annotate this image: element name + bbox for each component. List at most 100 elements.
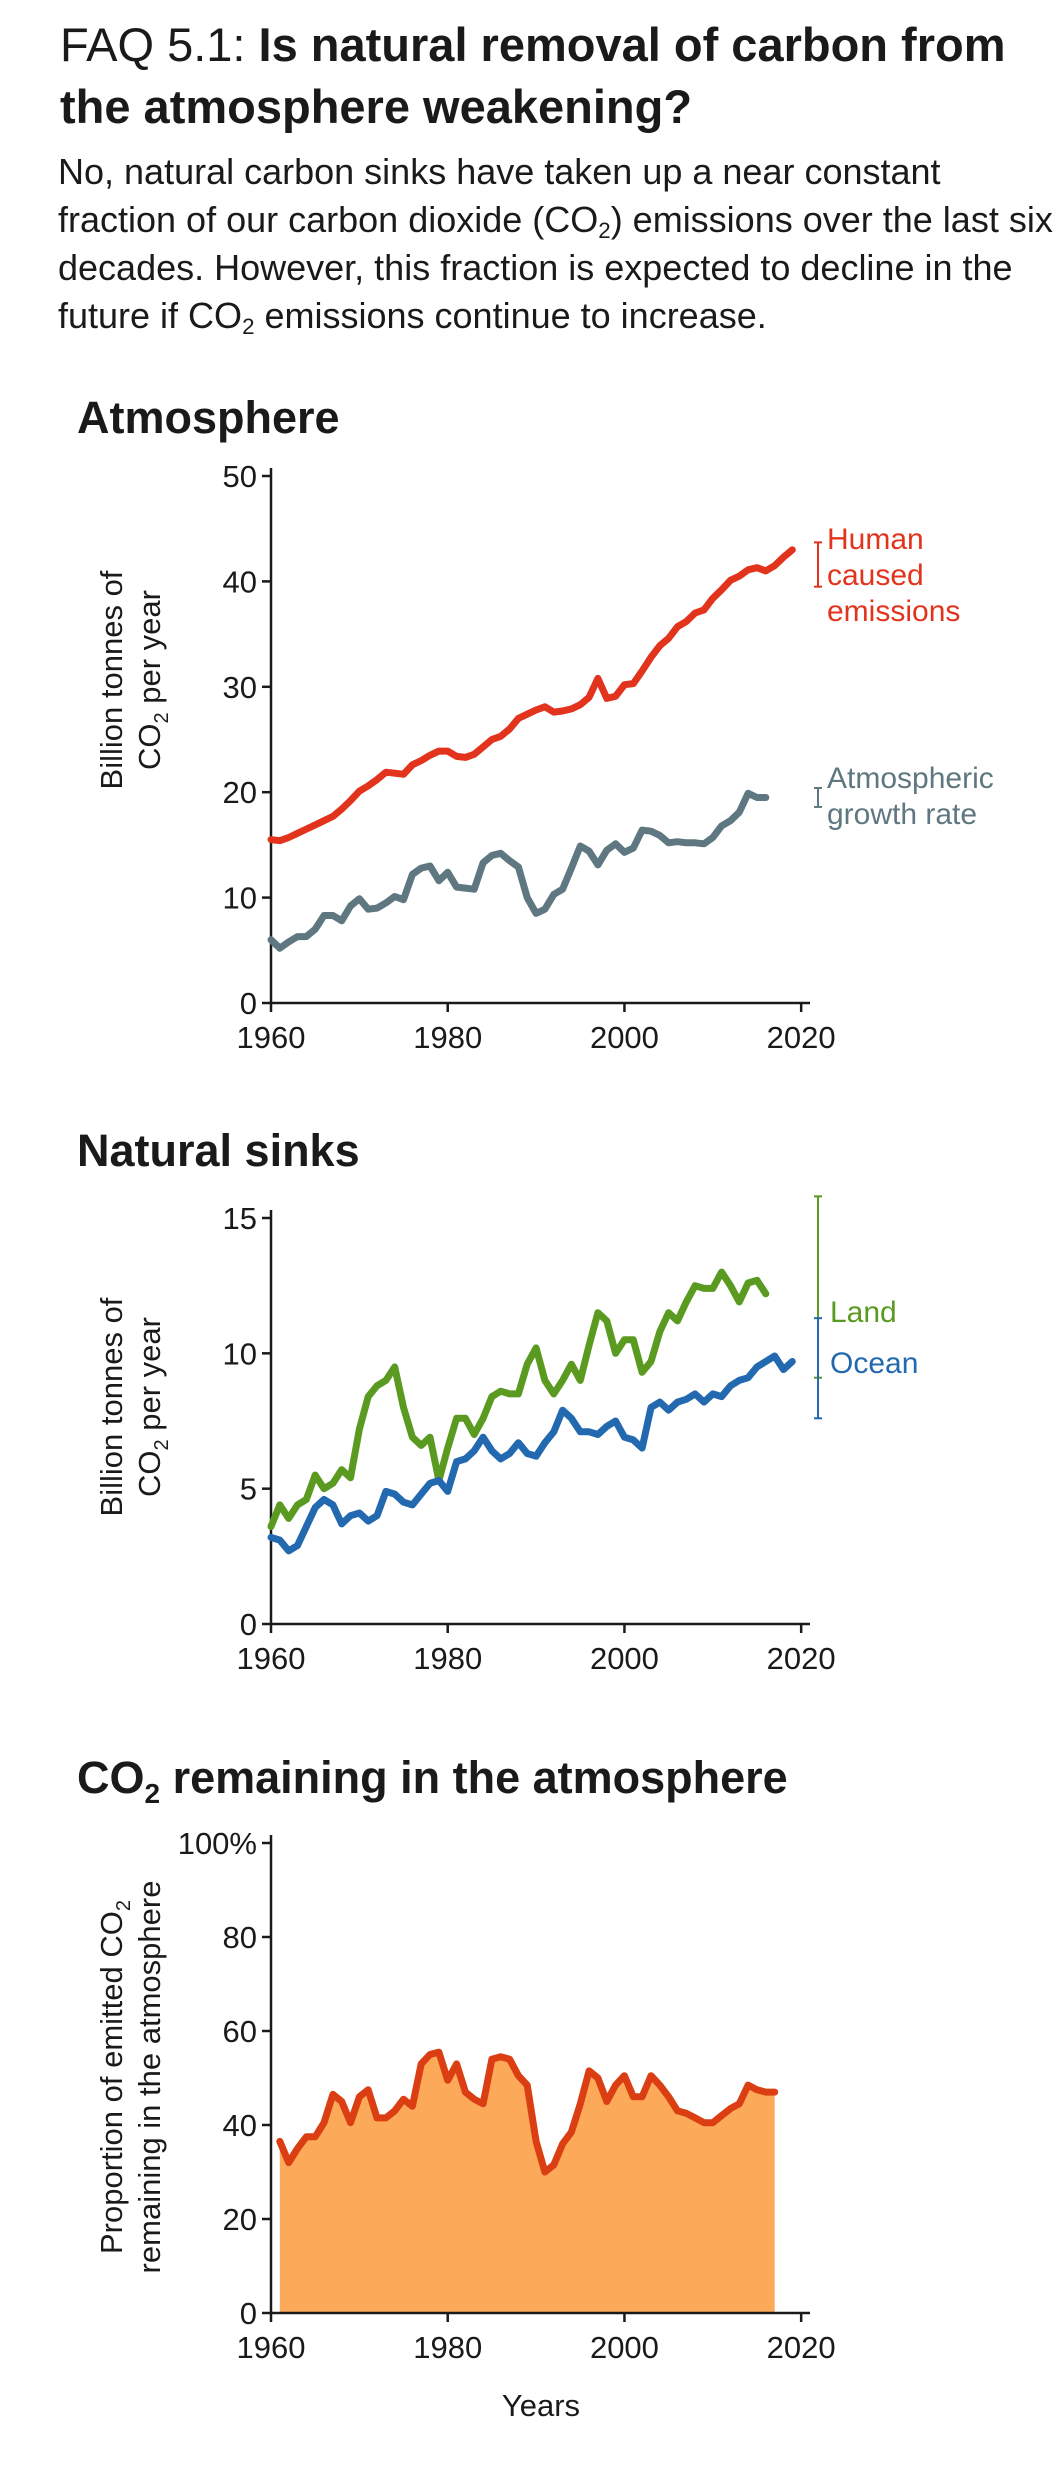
natural-sinks-land-point — [765, 1293, 767, 1295]
natural-sinks-land-point — [667, 1311, 670, 1314]
natural-sinks-y-axis-label-co: CO — [132, 1450, 167, 1497]
co2-remaining-remaining-point — [429, 2053, 431, 2056]
atmosphere-atmospheric-point — [667, 842, 670, 844]
atmosphere-atmospheric-point — [588, 850, 590, 852]
atmosphere-atmospheric-point — [287, 941, 290, 943]
atmosphere-x-tick-label: 2020 — [767, 1020, 836, 1055]
natural-sinks-land-point — [482, 1417, 484, 1420]
atmosphere-atmospheric-point — [544, 908, 546, 910]
atmosphere-series — [267, 541, 822, 952]
atmosphere-atmospheric-point — [765, 796, 767, 799]
atmosphere-human-point — [535, 709, 537, 711]
natural-sinks-ocean-point — [588, 1431, 590, 1433]
atmosphere-human-point — [332, 815, 334, 818]
intro-subscript-2: 2 — [242, 314, 255, 340]
co2-remaining-y-tick-label: 80 — [223, 1920, 257, 1955]
natural-sinks-ocean-point — [729, 1385, 732, 1387]
co2-remaining-remaining-point — [570, 2131, 573, 2133]
atmosphere-human-point — [296, 832, 299, 835]
natural-sinks-ocean-point — [464, 1458, 467, 1460]
natural-sinks-ocean-point — [606, 1425, 608, 1428]
atmosphere-atmospheric-point — [340, 920, 343, 922]
atmosphere-human-point — [349, 799, 352, 802]
natural-sinks-land-point — [650, 1360, 652, 1363]
atmosphere-atmospheric-point — [482, 862, 484, 864]
atmosphere-human-point — [756, 566, 758, 569]
co2-remaining-remaining-point — [305, 2136, 308, 2138]
atmosphere-y-tick-label: 30 — [223, 670, 257, 705]
co2-remaining-remaining-point — [614, 2084, 617, 2086]
atmosphere-y-tick-label: 50 — [223, 459, 257, 494]
natural-sinks-y-tick-label: 0 — [240, 1607, 257, 1642]
natural-sinks-ocean-point — [650, 1406, 652, 1409]
co2-remaining-remaining-point — [340, 2100, 343, 2103]
natural-sinks-land-point — [729, 1284, 732, 1287]
co2-remaining-remaining-point — [685, 2112, 688, 2115]
natural-sinks-y-axis-label-sub: 2 — [151, 1439, 173, 1450]
co2-remaining-remaining-point — [402, 2098, 405, 2100]
co2-remaining-remaining-point — [738, 2103, 741, 2105]
atmosphere-atmospheric-point — [411, 873, 414, 876]
co2-remaining-remaining-point — [508, 2058, 511, 2060]
natural-sinks-ocean-point — [420, 1493, 423, 1495]
natural-sinks-ocean-point — [323, 1498, 325, 1501]
natural-sinks-ocean-point — [393, 1493, 396, 1495]
natural-sinks-y-tick-label: 5 — [240, 1472, 257, 1507]
atmosphere-atmospheric-point — [659, 834, 661, 837]
natural-sinks-land-point — [579, 1379, 582, 1382]
atmosphere-human-point — [314, 824, 317, 826]
natural-sinks-land-point — [535, 1347, 537, 1349]
natural-sinks-ocean-point — [526, 1452, 528, 1455]
atmosphere-atmospheric-point — [305, 935, 308, 938]
natural-sinks-ocean-point — [508, 1452, 511, 1455]
atmosphere-atmospheric-point — [535, 912, 537, 915]
atmosphere-atmospheric-point — [561, 888, 564, 890]
atmosphere-atmospheric-point — [499, 852, 502, 855]
atmosphere-human-point — [685, 620, 688, 623]
natural-sinks-land-point — [517, 1393, 520, 1395]
co2-remaining-remaining-point — [393, 2110, 396, 2112]
natural-sinks-ocean-point — [703, 1401, 705, 1403]
co2-remaining-remaining-point — [314, 2136, 317, 2138]
atmosphere-human-point — [782, 556, 785, 558]
x-axis-title-years: Years — [502, 2388, 580, 2423]
atmosphere-human-point — [482, 746, 484, 748]
natural-sinks-ocean-point — [473, 1450, 476, 1452]
natural-sinks-land-point — [279, 1504, 281, 1506]
natural-sinks-ocean-point — [570, 1417, 573, 1420]
atmosphere-human-point — [641, 670, 643, 672]
atmosphere-human-point — [526, 713, 528, 715]
atmosphere-human-point — [570, 708, 573, 710]
co2-remaining-remaining-point — [676, 2110, 679, 2112]
atmosphere-atmospheric-point — [332, 914, 334, 917]
co2-remaining-y-axis-label-sub: 2 — [113, 1900, 135, 1911]
natural-sinks-land-point — [420, 1444, 423, 1447]
atmosphere-atmospheric-point — [393, 895, 396, 898]
natural-sinks-ocean-point — [446, 1490, 449, 1493]
faq-intro: No, natural carbon sinks have taken up a… — [58, 148, 1058, 340]
natural-sinks-land-point — [526, 1363, 528, 1365]
natural-sinks-x-tick-label: 2020 — [767, 1641, 836, 1676]
atmosphere-atmospheric-point — [729, 819, 732, 822]
co2-remaining-area-fill — [279, 2052, 775, 2313]
natural-sinks-ocean-point — [676, 1401, 679, 1403]
atmosphere-human-point — [712, 597, 714, 600]
natural-sinks-ocean-point — [499, 1458, 502, 1460]
atmosphere-human-point — [438, 750, 440, 752]
atmosphere-human-point — [614, 695, 617, 698]
co2-remaining-y-axis-label-text: Proportion of emitted CO — [94, 1911, 129, 2254]
natural-sinks-land-point — [703, 1287, 705, 1290]
co2-remaining-x-tick-label: 1960 — [237, 2330, 306, 2365]
atmosphere-human-point — [420, 759, 423, 762]
co2-remaining-remaining-point — [287, 2161, 290, 2164]
atmosphere-atmospheric-point — [314, 928, 317, 930]
co2-remaining-title-sub: 2 — [145, 1778, 161, 1809]
co2-remaining-x-tick-label: 2000 — [590, 2330, 659, 2365]
co2-remaining-remaining-point — [720, 2114, 723, 2117]
natural-sinks-land-point — [358, 1428, 361, 1430]
atmosphere-human-point — [393, 772, 396, 774]
natural-sinks-land-point — [659, 1330, 661, 1333]
natural-sinks-land-point — [597, 1311, 599, 1314]
atmosphere-panel: Atmosphere Billion tonnes of CO2 per yea… — [77, 392, 994, 1055]
legend-human-line-3: emissions — [827, 595, 960, 628]
